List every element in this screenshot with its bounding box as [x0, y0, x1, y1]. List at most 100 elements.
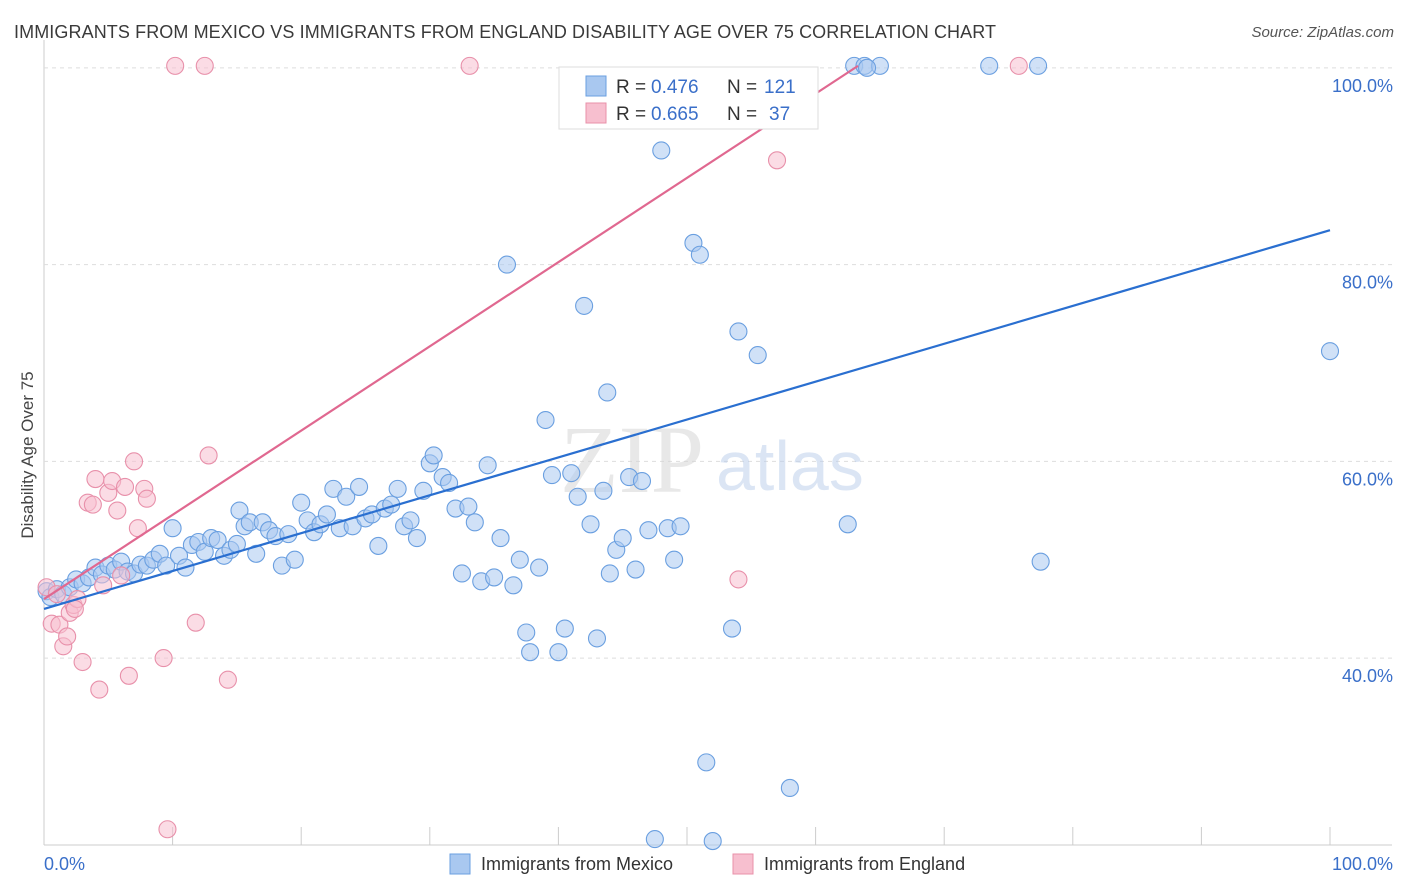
- mexico-point: [598, 383, 617, 402]
- legend-r-label-mexico: R =: [616, 77, 646, 98]
- bottom-legend: Immigrants from Mexico Immigrants from E…: [449, 853, 965, 875]
- y-axis-title: Disability Age Over 75: [18, 371, 37, 538]
- y-tick-label: 40.0%: [1342, 666, 1393, 686]
- england-point: [58, 627, 77, 646]
- mexico-point: [497, 255, 517, 274]
- mexico-point: [639, 521, 658, 540]
- mexico-point: [521, 643, 540, 662]
- england-point: [1009, 56, 1028, 75]
- mexico-point: [549, 643, 568, 662]
- england-point: [186, 613, 205, 632]
- england-point: [166, 56, 185, 75]
- mexico-point: [748, 346, 767, 365]
- mexico-point: [697, 753, 716, 772]
- mexico-point: [838, 515, 857, 534]
- series-england-points: [37, 56, 1028, 839]
- mexico-point: [1031, 552, 1050, 571]
- y-tick-label: 100.0%: [1332, 76, 1393, 96]
- mexico-point: [517, 623, 536, 642]
- mexico-point: [722, 619, 742, 638]
- trend-lines: [43, 64, 1331, 610]
- mexico-point: [671, 517, 690, 536]
- england-point: [767, 151, 787, 170]
- england-point: [90, 680, 109, 699]
- watermark-atlas: atlas: [716, 427, 864, 505]
- x-tick-label: 100.0%: [1332, 854, 1393, 874]
- mexico-point: [613, 529, 632, 548]
- mexico-point: [530, 558, 549, 577]
- y-tick-label: 80.0%: [1342, 273, 1393, 293]
- mexico-point: [510, 550, 529, 569]
- mexico-point: [568, 487, 587, 506]
- mexico-point: [581, 515, 600, 534]
- england-point: [86, 469, 105, 489]
- y-tick-label: 60.0%: [1342, 469, 1393, 489]
- mexico-point: [587, 629, 607, 648]
- england-point: [218, 670, 237, 689]
- x-tick-label: 0.0%: [44, 854, 85, 874]
- mexico-point: [485, 568, 504, 587]
- mexico-point: [780, 778, 799, 797]
- mexico-point: [459, 497, 478, 516]
- mexico-point: [645, 830, 664, 849]
- top-legend: R = 0.476 N = 121 R = 0.665 N = 37: [558, 66, 819, 130]
- mexico-point: [542, 466, 562, 485]
- mexico-point: [690, 245, 709, 264]
- mexico-point: [388, 479, 407, 498]
- mexico-point: [337, 487, 356, 506]
- legend-r-label-england: R =: [616, 104, 646, 125]
- chart-title: IMMIGRANTS FROM MEXICO VS IMMIGRANTS FRO…: [14, 22, 997, 42]
- mexico-point: [292, 493, 311, 512]
- legend-swatch-mexico: [585, 75, 607, 97]
- mexico-point: [632, 471, 652, 491]
- mexico-point: [665, 550, 684, 569]
- mexico-point: [857, 58, 877, 77]
- bottom-legend-swatch-mexico: [449, 853, 471, 875]
- england-point: [73, 652, 92, 672]
- england-point: [199, 446, 218, 465]
- legend-swatch-england: [585, 102, 607, 124]
- y-tick-labels: 40.0% 60.0% 80.0% 100.0%: [1332, 76, 1393, 686]
- trend-line-england: [43, 64, 859, 600]
- mexico-point: [424, 446, 443, 465]
- mexico-point: [536, 410, 555, 430]
- bottom-legend-label-england: Immigrants from England: [764, 854, 965, 874]
- mexico-point: [478, 456, 497, 475]
- bottom-legend-label-mexico: Immigrants from Mexico: [481, 854, 673, 874]
- england-point: [124, 452, 144, 471]
- mexico-point: [562, 464, 581, 483]
- england-point: [112, 566, 131, 585]
- mexico-point: [594, 481, 613, 500]
- bottom-legend-swatch-england: [732, 853, 754, 875]
- x-tick-marks: [43, 827, 1331, 845]
- trend-line-mexico: [43, 229, 1331, 610]
- source-label: Source: ZipAtlas.com: [1251, 24, 1394, 41]
- legend-n-value-england: 37: [769, 104, 790, 125]
- england-point: [729, 570, 748, 589]
- mexico-point: [401, 511, 420, 530]
- mexico-point: [980, 56, 999, 75]
- mexico-point: [452, 564, 472, 583]
- legend-n-value-mexico: 121: [764, 77, 796, 98]
- mexico-point: [1320, 342, 1340, 361]
- legend-r-value-england: 0.665: [651, 104, 699, 125]
- england-point: [460, 56, 479, 75]
- mexico-point: [350, 477, 369, 496]
- legend-n-label-mexico: N =: [727, 77, 757, 98]
- england-point: [154, 649, 173, 668]
- mexico-point: [504, 576, 523, 595]
- england-point: [65, 599, 84, 618]
- mexico-point: [703, 832, 722, 851]
- mexico-point: [729, 322, 748, 341]
- mexico-point: [369, 536, 388, 555]
- mexico-point: [157, 556, 176, 575]
- mexico-point: [407, 529, 426, 548]
- mexico-point: [491, 529, 510, 548]
- england-point: [47, 585, 66, 604]
- england-point: [115, 477, 135, 496]
- x-tick-labels: 0.0% 100.0%: [44, 854, 1393, 874]
- england-point: [158, 820, 177, 839]
- mexico-point: [285, 550, 304, 569]
- mexico-point: [465, 513, 484, 532]
